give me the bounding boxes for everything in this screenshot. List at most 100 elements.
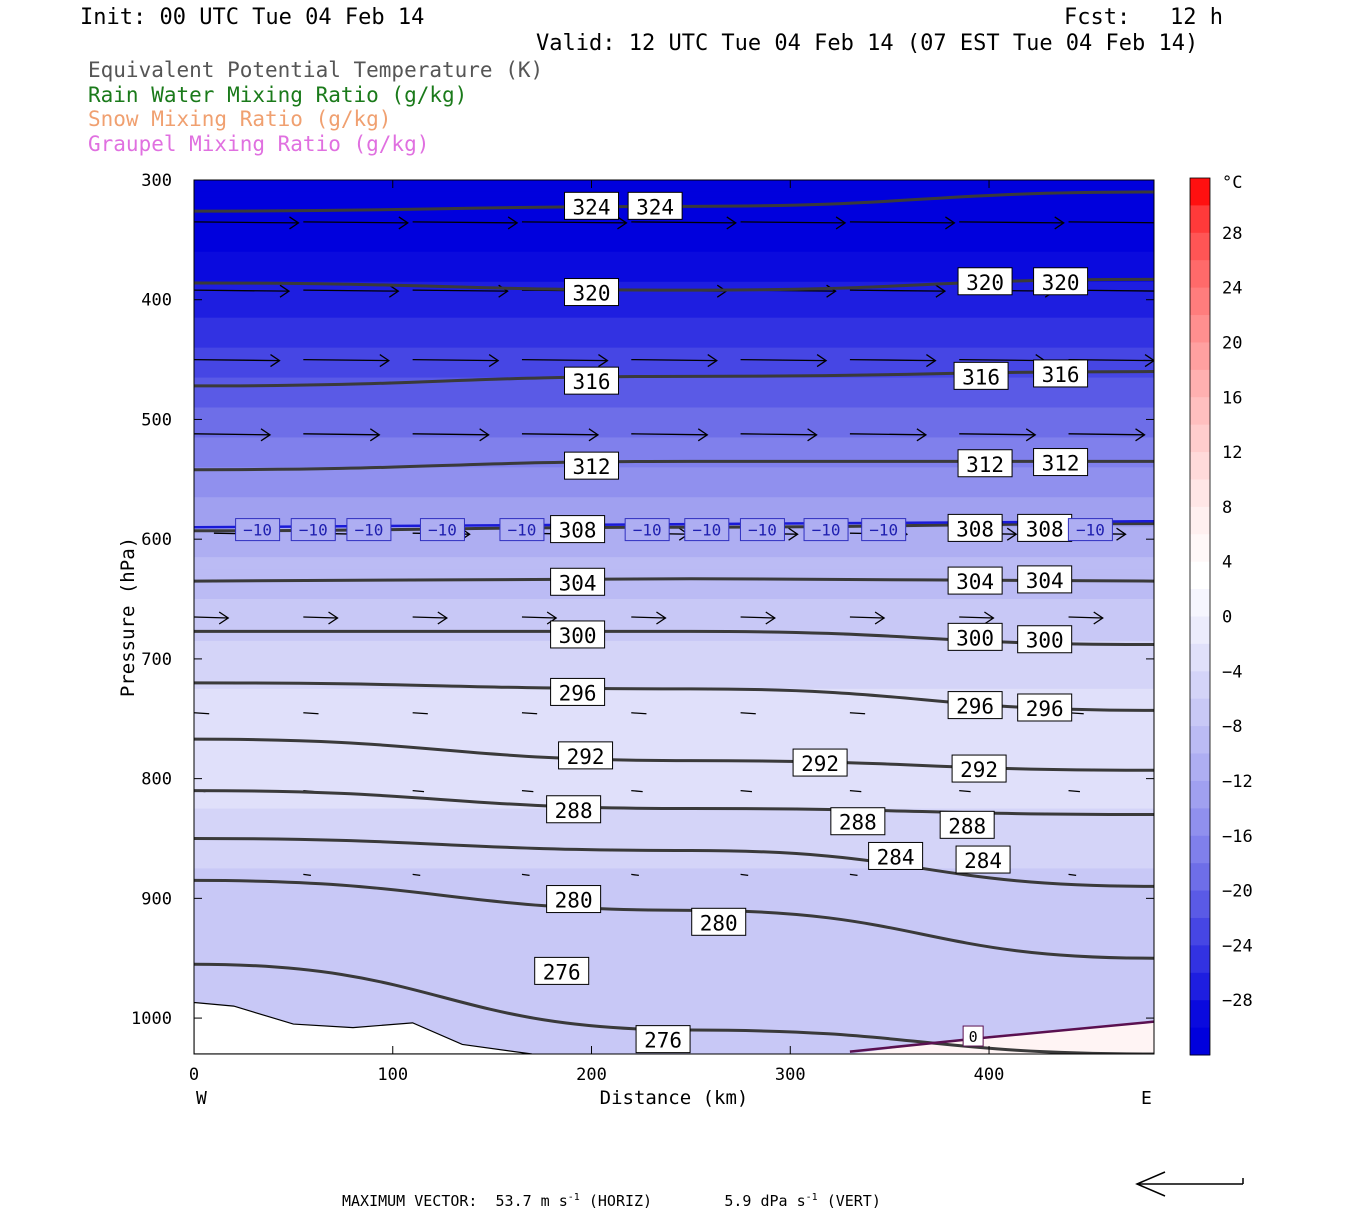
temperature-band: [194, 263, 1154, 271]
colorbar-tick-label: −28: [1222, 991, 1253, 1011]
y-axis-label: Pressure (hPa): [117, 537, 139, 697]
theta-e-label-box: [564, 278, 620, 307]
temperature-band: [194, 808, 1154, 816]
theta-e-label: 316: [953, 361, 1009, 390]
temperature-band: [194, 185, 1154, 193]
theta-e-label-text: 280: [555, 889, 593, 913]
temperature-band: [194, 419, 1154, 427]
init-time: Init: 00 UTC Tue 04 Feb 14: [80, 5, 425, 30]
theta-e-label-box: [564, 451, 620, 480]
temperature-band: [194, 1000, 1154, 1007]
theta-e-label-text: 280: [700, 911, 738, 935]
colorbar-swatch: [1190, 1027, 1210, 1056]
temperature-band: [194, 1012, 1154, 1019]
temperature-band: [194, 754, 1154, 762]
temperature-band: [194, 790, 1154, 798]
wind-vector-head: [437, 611, 449, 625]
wind-vector: [194, 289, 290, 292]
wind-vector: [521, 616, 557, 619]
isotherm-zero-box: [962, 1025, 984, 1047]
colorbar-swatch: [1190, 698, 1210, 727]
temperature-band: [194, 994, 1154, 1001]
wind-vector-head: [1006, 527, 1018, 541]
wind-vector: [412, 358, 499, 362]
isotherm-label-text: −10: [354, 521, 383, 540]
wind-vector-head: [935, 284, 947, 298]
wind-vector: [1068, 873, 1077, 877]
wind-vector-head: [1093, 611, 1104, 625]
theta-e-label-text: 312: [573, 455, 611, 479]
wind-vector: [849, 358, 936, 362]
theta-e-label: 312: [1033, 448, 1089, 477]
wind-vector: [849, 873, 858, 877]
temperature-band: [194, 437, 1154, 444]
theta-e-label: 308: [550, 515, 606, 544]
temperature-band: [194, 257, 1154, 265]
theta-e-label-box: [564, 366, 620, 395]
temperature-band: [194, 868, 1154, 876]
theta-e-label: 288: [939, 810, 995, 839]
theta-e-label-box: [550, 620, 606, 649]
wind-vector: [849, 616, 885, 619]
temperature-band: [194, 533, 1154, 540]
wind-vector-head: [388, 284, 400, 298]
temperature-band: [194, 802, 1154, 810]
theta-e-label-box: [947, 691, 1003, 720]
temperature-band: [194, 652, 1154, 660]
temperature-band: [194, 844, 1154, 852]
colorbar-swatch: [1190, 1000, 1210, 1029]
wind-vector-head: [984, 611, 995, 625]
temperature-band: [194, 664, 1154, 672]
temperature-band: [194, 599, 1154, 606]
temperature-band: [194, 970, 1154, 977]
wind-vector-head: [765, 611, 776, 625]
theta-e-label-text: 276: [644, 1029, 682, 1053]
wind-vector: [631, 616, 666, 619]
temperature-band: [194, 832, 1154, 840]
vert-value: 5.9 dPa s: [724, 1192, 806, 1210]
x-tick-label: 400: [974, 1065, 1005, 1085]
temperature-band: [194, 916, 1154, 923]
theta-e-label-text: 312: [966, 453, 1004, 477]
east-label: E: [1141, 1088, 1152, 1109]
temperature-band: [194, 724, 1154, 732]
colorbar-swatch: [1190, 479, 1210, 508]
wind-vector: [631, 433, 708, 436]
isotherm-minus10-label: −10: [419, 518, 465, 542]
temperature-band: [194, 323, 1154, 331]
theta-e-label: 316: [1033, 359, 1089, 388]
theta-e-label-box: [1033, 267, 1089, 296]
colorbar-swatch: [1190, 808, 1210, 837]
wind-vector: [303, 616, 338, 619]
temperature-band: [194, 617, 1154, 624]
isotherm-minus10-label: −10: [739, 518, 785, 542]
temperature-band: [194, 1006, 1154, 1013]
wind-vector: [521, 873, 530, 877]
x-axis-label: Distance (km): [600, 1087, 749, 1109]
temperature-band: [194, 569, 1154, 576]
theta-e-label-text: 276: [543, 960, 581, 984]
temperature-band: [194, 269, 1154, 277]
temperature-band: [194, 796, 1154, 804]
y-tick-label: 900: [141, 889, 172, 909]
temperature-band: [194, 491, 1154, 498]
theta-e-label: 296: [947, 691, 1003, 720]
temperature-band: [194, 736, 1154, 744]
theta-e-label-text: 300: [1026, 629, 1064, 653]
legend-rain-water: Rain Water Mixing Ratio (g/kg): [88, 83, 468, 107]
temperature-band: [194, 413, 1154, 421]
wind-vector-head: [874, 611, 886, 625]
valid-time: Valid: 12 UTC Tue 04 Feb 14 (07 EST Tue …: [536, 31, 1199, 56]
temperature-band: [194, 946, 1154, 953]
theta-e-label-box: [1033, 448, 1089, 477]
isotherm-minus10-label: −10: [235, 518, 281, 542]
isotherm-label-text: −10: [692, 521, 721, 540]
theta-e-label-text: 320: [966, 271, 1004, 295]
theta-e-contour: [194, 878, 1154, 960]
temperature-band: [194, 233, 1154, 241]
wind-vector: [412, 221, 518, 224]
colorbar-swatch: [1190, 534, 1210, 563]
isotherm-zero: [849, 1020, 1154, 1053]
wind-vector: [194, 712, 210, 715]
